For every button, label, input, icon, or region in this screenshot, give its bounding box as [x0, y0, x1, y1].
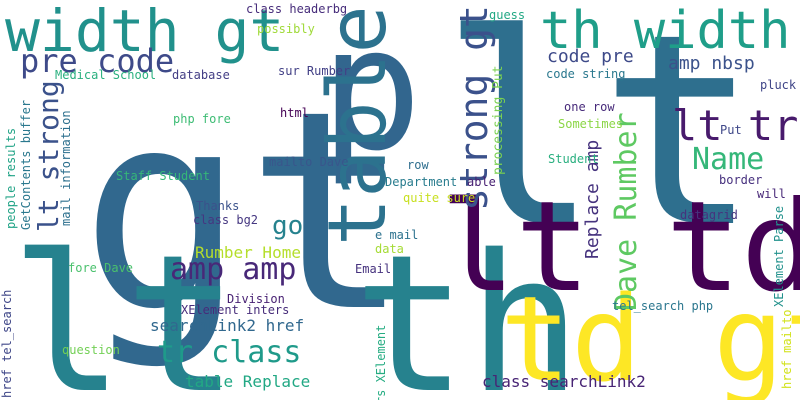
- word-41: row: [407, 158, 429, 172]
- word-16: tr class: [157, 335, 302, 370]
- word-38: Thanks: [196, 199, 240, 213]
- word-27: class headerbg: [246, 2, 348, 16]
- word-65: href mailto: [780, 309, 794, 389]
- word-3: p: [320, 0, 423, 189]
- word-5: td gt: [500, 270, 800, 400]
- word-63: XElement Parse: [772, 205, 786, 307]
- word-40: mailto Dave: [269, 155, 349, 169]
- word-56: one row: [564, 100, 615, 114]
- word-24: Rumber Home: [195, 243, 301, 262]
- word-39: class bg2: [193, 213, 259, 227]
- word-23: searchLink2 href: [150, 316, 305, 335]
- word-58: Put: [720, 123, 742, 137]
- word-35: people results: [4, 127, 18, 229]
- word-29: Medical School: [55, 68, 157, 82]
- word-61: will: [757, 187, 786, 201]
- word-22: processing Put: [491, 65, 506, 175]
- word-17: go: [272, 211, 304, 241]
- word-26: class searchLink2: [482, 372, 646, 391]
- word-14: Name: [692, 142, 765, 177]
- word-62: datagrid: [680, 208, 738, 222]
- word-32: html: [280, 106, 309, 120]
- word-59: Student: [548, 152, 599, 166]
- word-51: question: [62, 343, 120, 357]
- word-8: th width: [540, 1, 791, 61]
- word-64: tel_search php: [612, 299, 714, 313]
- word-19: code pre: [547, 46, 634, 67]
- word-48: fore Dave: [68, 261, 134, 275]
- word-33: php fore: [173, 112, 231, 126]
- word-21: code string: [546, 67, 626, 81]
- word-10: pre code: [20, 42, 175, 80]
- word-4: lt td: [440, 175, 800, 320]
- word-52: href tel_search: [0, 289, 14, 398]
- word-30: database: [172, 68, 230, 82]
- word-47: Email: [355, 262, 392, 276]
- word-25: table Replace: [185, 372, 311, 391]
- word-6: table: [311, 5, 404, 246]
- word-28: possibly: [257, 22, 315, 36]
- word-2: lt th: [10, 214, 582, 400]
- word-46: data: [375, 242, 404, 256]
- word-7: width gt: [5, 0, 285, 65]
- word-0: gt: [80, 52, 412, 372]
- word-57: Sometimes: [558, 117, 624, 131]
- word-42: Department: [385, 175, 458, 189]
- word-54: guess: [489, 8, 526, 22]
- word-1: lt: [440, 0, 760, 286]
- word-13: Dave Rumber: [609, 112, 644, 311]
- word-36: mail information: [59, 110, 73, 226]
- word-44: quite sure: [403, 191, 476, 205]
- word-50: XElement inters: [181, 303, 290, 317]
- word-12: lt tr: [672, 101, 799, 150]
- word-15: amp amp: [170, 252, 297, 287]
- word-53: inters XElement: [374, 324, 388, 400]
- word-49: Division: [227, 292, 285, 306]
- word-60: border: [719, 173, 763, 187]
- word-37: Staff Student: [116, 169, 210, 183]
- word-43: able: [467, 175, 496, 189]
- word-20: amp nbsp: [668, 53, 755, 74]
- word-55: pluck: [760, 78, 797, 92]
- word-45: e mail: [375, 228, 419, 242]
- word-31: sur Rumber: [278, 64, 351, 78]
- word-34: GetContents buffer: [19, 99, 33, 230]
